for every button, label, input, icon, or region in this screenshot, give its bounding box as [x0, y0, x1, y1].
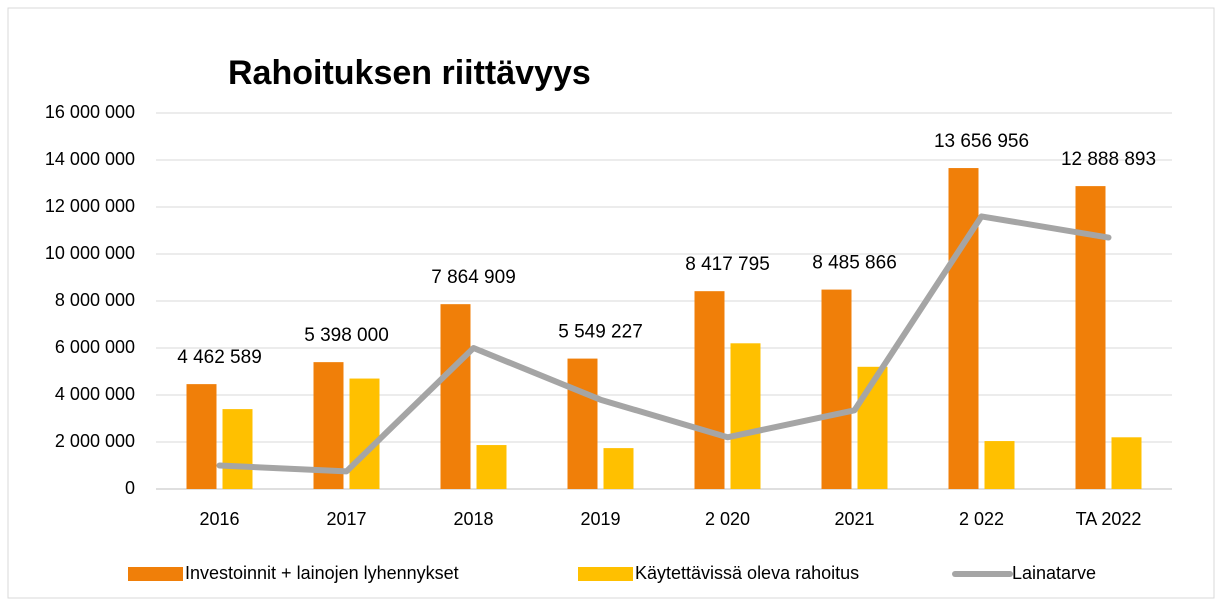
x-tick-label: 2019 — [580, 509, 620, 529]
y-tick-label: 16 000 000 — [45, 102, 135, 122]
data-label: 12 888 893 — [1061, 149, 1156, 170]
data-label: 8 417 795 — [685, 254, 770, 275]
y-tick-label: 12 000 000 — [45, 196, 135, 216]
legend-swatch — [578, 567, 633, 581]
x-tick-label: 2018 — [453, 509, 493, 529]
data-label: 7 864 909 — [431, 267, 516, 288]
bar — [567, 358, 598, 489]
chart-frame — [7, 7, 1215, 599]
bar — [186, 384, 217, 489]
bar — [1111, 437, 1142, 489]
y-tick-label: 10 000 000 — [45, 243, 135, 263]
x-tick-label: 2 020 — [705, 509, 750, 529]
y-tick-label: 2 000 000 — [55, 431, 135, 451]
bar — [984, 441, 1015, 489]
y-tick-label: 6 000 000 — [55, 337, 135, 357]
data-label: 5 549 227 — [558, 322, 643, 343]
x-tick-label: 2016 — [199, 509, 239, 529]
data-label: 8 485 866 — [812, 253, 897, 274]
bar — [821, 289, 852, 489]
chart-title: Rahoituksen riittävyys — [228, 54, 591, 92]
y-tick-label: 14 000 000 — [45, 149, 135, 169]
x-tick-label: 2021 — [834, 509, 874, 529]
line-series — [216, 213, 1112, 475]
bar — [603, 448, 634, 489]
data-label: 4 462 589 — [177, 347, 262, 368]
x-tick-label: TA 2022 — [1076, 509, 1142, 529]
legend-label: Investoinnit + lainojen lyhennykset — [185, 563, 459, 583]
x-tick-label: 2 022 — [959, 509, 1004, 529]
bar — [222, 409, 253, 489]
legend-swatch — [128, 567, 183, 581]
y-tick-label: 8 000 000 — [55, 290, 135, 310]
legend-label: Lainatarve — [1012, 563, 1096, 583]
y-tick-label: 0 — [125, 478, 135, 498]
bar — [694, 291, 725, 489]
legend-label: Käytettävissä oleva rahoitus — [635, 563, 859, 583]
bar — [948, 168, 979, 490]
y-tick-label: 4 000 000 — [55, 384, 135, 404]
bar — [440, 304, 471, 489]
bar — [349, 378, 380, 489]
bar — [730, 343, 761, 489]
data-label: 13 656 956 — [934, 131, 1029, 152]
x-tick-label: 2017 — [326, 509, 366, 529]
bar — [476, 445, 507, 489]
data-label: 5 398 000 — [304, 325, 389, 346]
